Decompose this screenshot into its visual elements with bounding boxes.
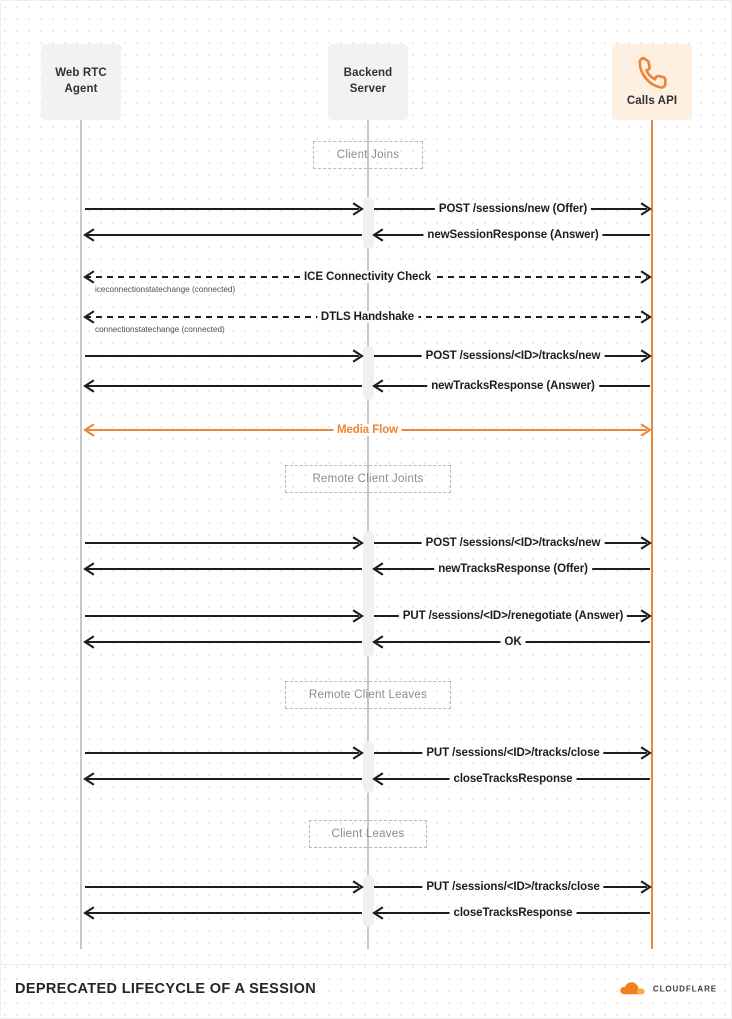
message-row: POST /sessions/new (Offer) (1, 200, 731, 218)
lifeline-webrtc (80, 119, 82, 949)
lifeline-calls (651, 119, 653, 949)
message-label: ICE Connectivity Check (300, 271, 435, 283)
message-row: ICE Connectivity Check iceconnectionstate… (1, 268, 731, 294)
fragment-label: Client Joins (336, 149, 400, 161)
fragment-label: Remote Client Joints (312, 473, 424, 485)
message-row: newTracksResponse (Offer) (1, 560, 731, 578)
fragment-box: Client Joins (312, 141, 424, 169)
participant-calls[interactable]: Calls API (612, 44, 692, 120)
participant-webrtc[interactable]: Web RTC Agent (41, 44, 121, 120)
message-label: closeTracksResponse (449, 907, 577, 919)
cloudflare-cloud-icon (620, 982, 645, 995)
cloudflare-wordmark: CLOUDFLARE (652, 984, 717, 994)
message-label: POST /sessions/<ID>/tracks/new (421, 537, 605, 549)
message-label: newTracksResponse (Answer) (427, 380, 599, 392)
fragment-label: Remote Client Leaves (308, 689, 428, 701)
message-row: Media Flow (1, 421, 731, 439)
participant-backend[interactable]: Backend Server (328, 44, 408, 120)
participant-label: Backend Server (343, 67, 393, 95)
activation-bar (363, 197, 374, 249)
footer-divider (1, 964, 731, 965)
message-label: POST /sessions/<ID>/tracks/new (421, 350, 605, 362)
message-label: DTLS Handshake (316, 311, 419, 323)
message-row: newTracksResponse (Answer) (1, 377, 731, 395)
message-label: Media Flow (333, 424, 402, 436)
message-row: DTLS Handshake connectionstatechange (con… (1, 308, 731, 334)
message-label: PUT /sessions/<ID>/tracks/close (422, 881, 604, 893)
message-row: closeTracksResponse (1, 904, 731, 922)
fragment-box: Client Leaves (309, 820, 427, 848)
activation-bar (363, 741, 374, 793)
fragment-box: Remote Client Leaves (285, 681, 451, 709)
activation-bar (363, 531, 374, 657)
activation-bar (363, 346, 374, 400)
message-label: POST /sessions/new (Offer) (434, 203, 592, 215)
activation-bar (363, 875, 374, 927)
message-row: closeTracksResponse (1, 770, 731, 788)
fragment-box: Remote Client Joints (285, 465, 451, 493)
message-label: PUT /sessions/<ID>/renegotiate (Answer) (398, 610, 628, 622)
message-row: newSessionResponse (Answer) (1, 226, 731, 244)
participant-label: Calls API (626, 95, 678, 108)
message-row: PUT /sessions/<ID>/renegotiate (Answer) (1, 607, 731, 625)
cloudflare-logo: CLOUDFLARE (618, 982, 717, 997)
message-sub-label: iceconnectionstatechange (connected) (95, 285, 236, 294)
phone-icon (638, 57, 667, 90)
message-label: PUT /sessions/<ID>/tracks/close (422, 747, 604, 759)
message-row: POST /sessions/<ID>/tracks/new (1, 347, 731, 365)
message-row: PUT /sessions/<ID>/tracks/close (1, 744, 731, 762)
message-sub-label: connectionstatechange (connected) (95, 325, 225, 334)
message-row: POST /sessions/<ID>/tracks/new (1, 534, 731, 552)
message-label: newSessionResponse (Answer) (423, 229, 603, 241)
message-row: OK (1, 633, 731, 651)
message-label: OK (500, 636, 526, 648)
participant-label: Web RTC Agent (55, 67, 107, 95)
message-label: closeTracksResponse (449, 773, 577, 785)
fragment-label: Client Leaves (331, 828, 405, 840)
message-row: PUT /sessions/<ID>/tracks/close (1, 878, 731, 896)
page-title: DEPRECATED LIFECYCLE OF A SESSION (15, 981, 317, 997)
message-label: newTracksResponse (Offer) (434, 563, 592, 575)
